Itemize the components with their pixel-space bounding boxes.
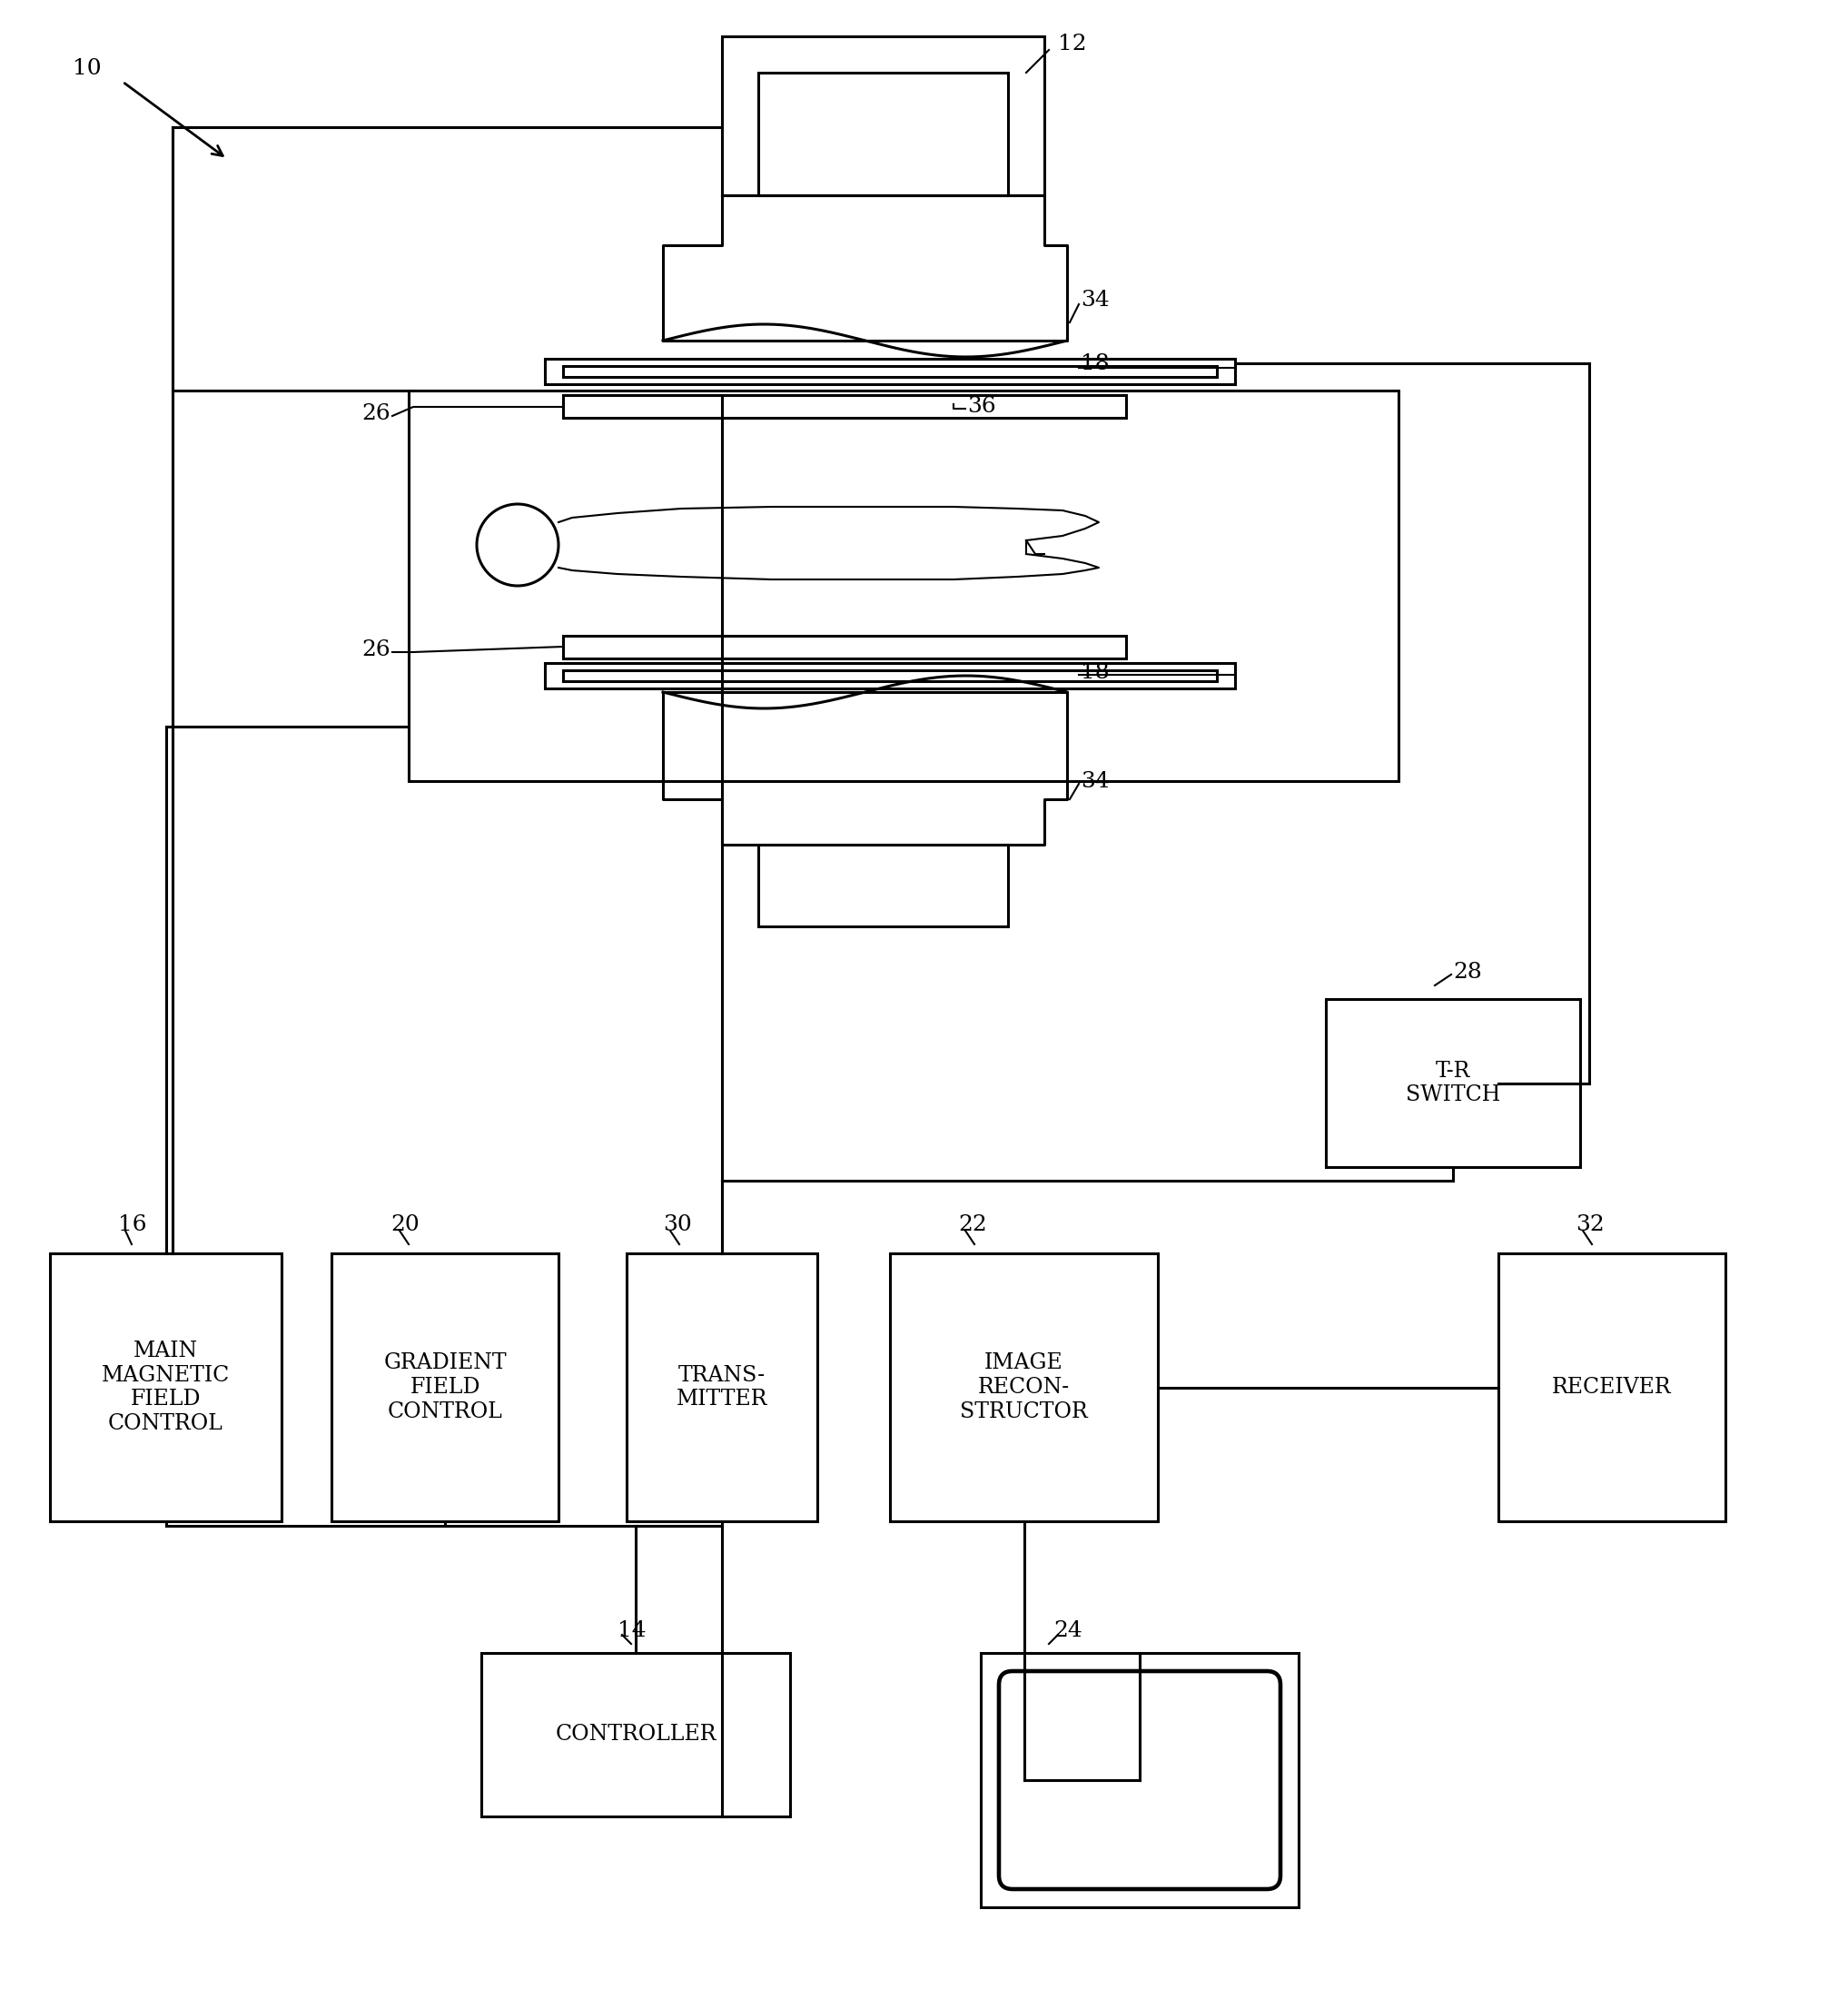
Bar <box>891 1253 1159 1522</box>
Bar <box>1325 998 1580 1168</box>
Bar <box>545 358 1234 384</box>
Text: TRANS-
MITTER: TRANS- MITTER <box>676 1364 767 1410</box>
Bar <box>564 366 1216 376</box>
Text: RECEIVER: RECEIVER <box>1552 1376 1672 1398</box>
Bar <box>1499 1253 1726 1522</box>
Text: 26: 26 <box>362 404 390 424</box>
Bar <box>545 662 1234 688</box>
Text: CONTROLLER: CONTROLLER <box>554 1724 717 1744</box>
Text: 18: 18 <box>1081 352 1109 374</box>
Bar <box>331 1253 558 1522</box>
Bar <box>758 74 1007 195</box>
Text: 14: 14 <box>617 1619 647 1641</box>
Bar <box>480 1653 791 1816</box>
Text: 32: 32 <box>1576 1213 1604 1235</box>
Text: 10: 10 <box>72 58 102 78</box>
Text: GRADIENT
FIELD
CONTROL: GRADIENT FIELD CONTROL <box>383 1353 506 1422</box>
Text: 12: 12 <box>1057 34 1087 54</box>
Text: 34: 34 <box>1081 288 1109 310</box>
Text: 20: 20 <box>390 1213 419 1235</box>
Text: 26: 26 <box>362 638 390 660</box>
Text: 18: 18 <box>1081 662 1109 682</box>
Text: 22: 22 <box>957 1213 987 1235</box>
Bar <box>723 36 1044 195</box>
Text: T-R
SWITCH: T-R SWITCH <box>1406 1060 1501 1106</box>
Text: 16: 16 <box>118 1213 146 1235</box>
Text: 30: 30 <box>663 1213 691 1235</box>
Text: 28: 28 <box>1453 961 1482 983</box>
Text: 36: 36 <box>967 396 996 416</box>
Bar <box>564 636 1125 658</box>
Bar <box>564 396 1125 418</box>
Text: 24: 24 <box>1053 1619 1083 1641</box>
Bar <box>981 1653 1299 1907</box>
Text: 34: 34 <box>1081 770 1109 792</box>
Text: IMAGE
RECON-
STRUCTOR: IMAGE RECON- STRUCTOR <box>959 1353 1088 1422</box>
Bar <box>626 1253 817 1522</box>
Bar <box>408 390 1399 782</box>
Text: MAIN
MAGNETIC
FIELD
CONTROL: MAIN MAGNETIC FIELD CONTROL <box>102 1341 229 1434</box>
Bar <box>758 845 1007 927</box>
Bar <box>50 1253 281 1522</box>
Bar <box>564 670 1216 680</box>
FancyBboxPatch shape <box>1000 1671 1281 1890</box>
